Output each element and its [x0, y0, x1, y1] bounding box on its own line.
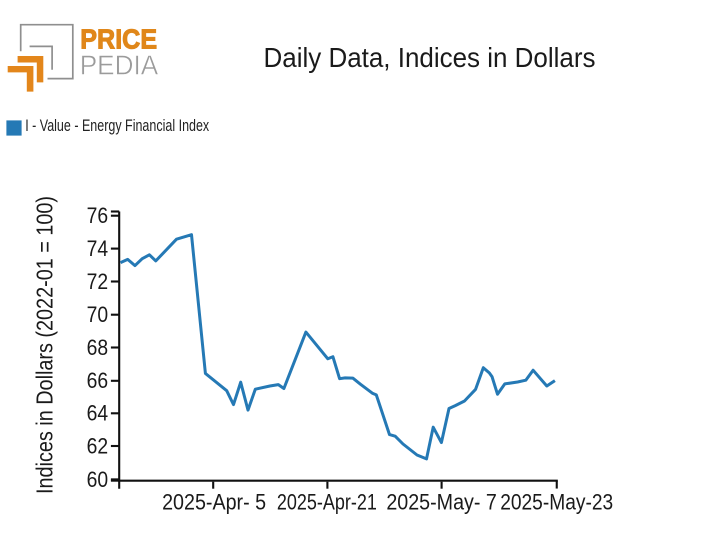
svg-text:2025-Apr-21: 2025-Apr-21	[277, 490, 377, 515]
svg-text:2025-Apr- 5: 2025-Apr- 5	[162, 490, 266, 515]
svg-text:PEDIA: PEDIA	[80, 50, 159, 81]
svg-text:74: 74	[87, 236, 109, 261]
svg-text:2025-May- 7: 2025-May- 7	[386, 490, 497, 515]
svg-text:I - Value - Energy Financial I: I - Value - Energy Financial Index	[25, 117, 210, 135]
svg-text:Daily Data, Indices in Dollars: Daily Data, Indices in Dollars	[264, 42, 596, 73]
svg-text:Indices in Dollars (2022-01 =: Indices in Dollars (2022-01 = 100)	[32, 196, 58, 494]
svg-text:66: 66	[87, 368, 109, 393]
svg-text:PRICE: PRICE	[80, 23, 157, 54]
svg-text:60: 60	[87, 467, 109, 492]
svg-text:70: 70	[87, 302, 109, 327]
svg-text:64: 64	[87, 401, 109, 426]
svg-text:72: 72	[87, 269, 109, 294]
svg-text:62: 62	[87, 433, 109, 458]
svg-text:68: 68	[87, 335, 109, 360]
svg-text:2025-May-23: 2025-May-23	[500, 490, 613, 515]
svg-text:76: 76	[87, 203, 109, 228]
